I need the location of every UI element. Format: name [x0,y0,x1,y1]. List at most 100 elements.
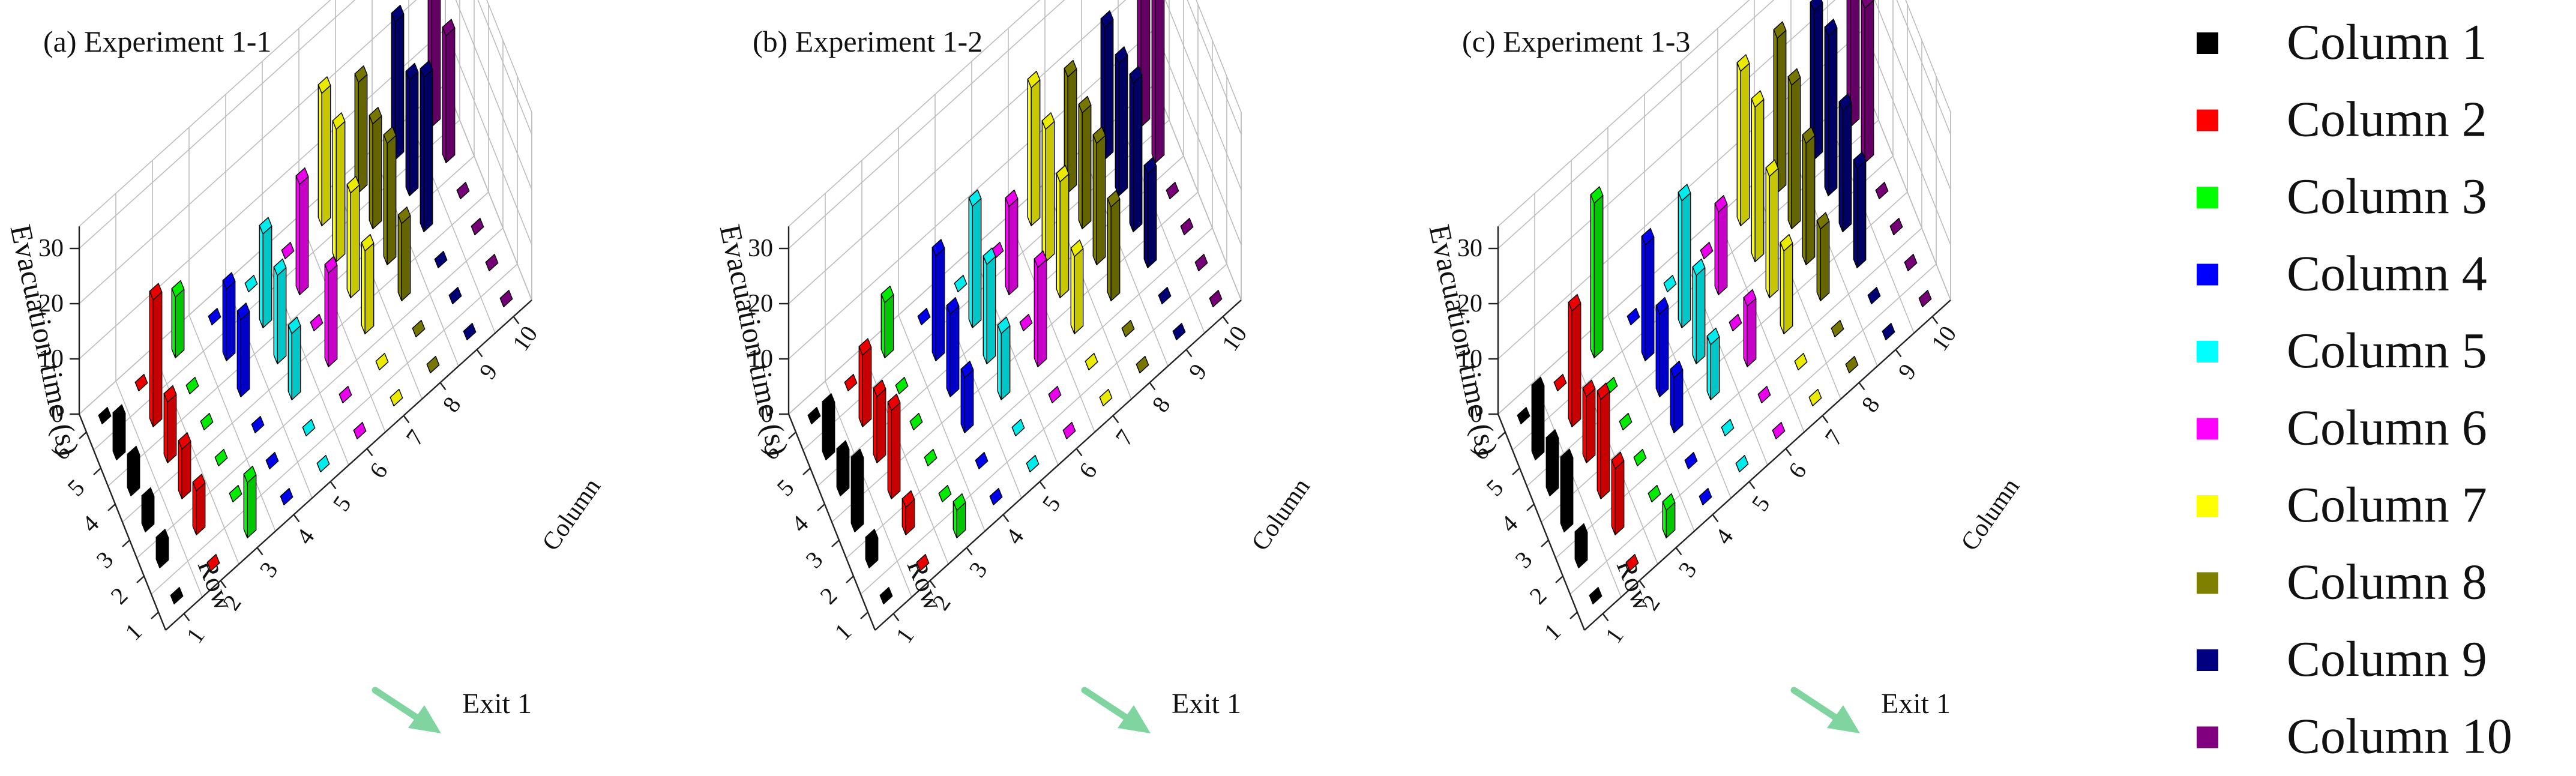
bar-r5-c4 [222,272,236,361]
axis-grid [79,0,532,631]
bar-face-front [1659,305,1669,397]
column-tick [330,481,337,490]
bar-face-top [1129,65,1143,83]
bar-face-top [1700,242,1714,259]
column-tick-label: 4 [1709,524,1738,549]
bar-r3-c7 [1780,234,1793,334]
bar-face-top [236,302,250,320]
column-tick [366,448,373,457]
bar-r5-c10 [1861,0,1874,163]
bar-r1-c8 [1845,356,1859,373]
bar-face-side [236,310,241,397]
column-tick-label: 8 [1146,392,1175,417]
bar-face-front [247,474,257,538]
column-tick [183,613,190,622]
bar-face-top [369,107,382,125]
column-tick-label: 1 [1599,623,1628,648]
floor-gridline [1534,380,1622,598]
bar-face-front [175,289,185,358]
bar-face-front [1754,98,1765,262]
column-tick [1675,547,1682,556]
bar-face-side [822,401,826,460]
bar-r4-c1 [836,440,850,496]
column-tick-label: 9 [1892,359,1921,384]
row-tick [136,576,145,583]
bar-face-front [445,27,456,163]
bar-r2-c1 [155,529,169,568]
bar-r5-c5 [968,189,982,328]
bar-r6-c8 [354,65,368,193]
row-tick-label: 3 [1509,546,1537,573]
column-tick-label: 7 [400,425,429,450]
bar-face-front [364,242,375,334]
bar-face-top [420,60,433,78]
bar-face-side [1751,98,1756,262]
bar-face-side [1824,26,1829,196]
bar-r6-c2 [844,374,858,391]
bar-face-side [1838,101,1843,232]
bar-r5-c4 [931,239,945,361]
bar-face-top [1780,234,1793,251]
row-tick [802,468,811,475]
bar-r2-c5 [302,419,316,436]
wall-gridline [788,0,1242,304]
bar-face-top [1662,493,1676,511]
bar-face-top [448,287,462,304]
bar-face-top [383,126,397,144]
bar-face-front [291,325,301,400]
bar-face-front [964,369,974,433]
z-tick-label: 10 [748,345,773,373]
bar-r2-c10 [1904,254,1918,271]
legend-label: Column 1 [2287,14,2487,70]
bar-face-top [1041,112,1055,130]
bar-face-side [1655,305,1660,397]
bar-r5-c9 [1115,46,1128,196]
row-tick-label: 1 [119,618,147,645]
bar-face-top [434,251,448,268]
axes [78,226,532,631]
exit-arrow-head [1118,705,1151,733]
bar-face-front [1549,438,1559,496]
exit-arrow-shaft [1790,687,1841,723]
bar-face-top [324,256,338,274]
bar-face-top [1867,287,1881,304]
bar-face-side [1582,387,1587,463]
bar-face-top [850,448,864,466]
column-axis-title: Column [537,474,606,556]
bar-r4-c2 [873,379,886,463]
bar-face-top [171,280,185,298]
bar-r3-c1 [1560,448,1574,532]
bar-face-top [1011,419,1025,436]
floor-gridline [1008,215,1095,433]
bar-face-top [273,258,287,276]
column-axis-title: Column [1956,474,2025,556]
bar-r3-c1 [141,487,155,532]
row-tick [1541,540,1549,547]
bar-r4-c4 [236,302,250,397]
bar-r1-c3 [952,493,966,538]
bar-r5-c6 [1714,195,1728,295]
bar-face-top [1099,389,1113,406]
bar-r3-c10 [1889,218,1903,235]
bar-face-top [1136,356,1149,373]
bar-face-top [1721,419,1735,436]
column-tick [1185,349,1193,358]
bar-r2-c7 [1794,353,1808,370]
exit-label: Exit 1 [1172,688,1241,720]
bar-r1-c3 [1662,493,1676,538]
bar-r4-c7 [346,176,360,298]
bar-face-side [997,324,1002,400]
bar-face-top [265,452,279,469]
bar-face-top [1085,353,1098,370]
row-tick-label: 2 [1524,582,1551,609]
bar-face-front [972,198,982,328]
exit-arrow-shaft [372,687,423,723]
bar-r6-c4 [1627,308,1640,325]
bar-face-top [134,374,148,391]
column-axis [1584,299,1951,631]
bar-r4-c3 [909,413,923,430]
bar-face-side [1568,302,1572,427]
bar-face-top [1158,287,1172,304]
bar-face-top [1574,523,1588,541]
bar-face-top [259,217,272,235]
